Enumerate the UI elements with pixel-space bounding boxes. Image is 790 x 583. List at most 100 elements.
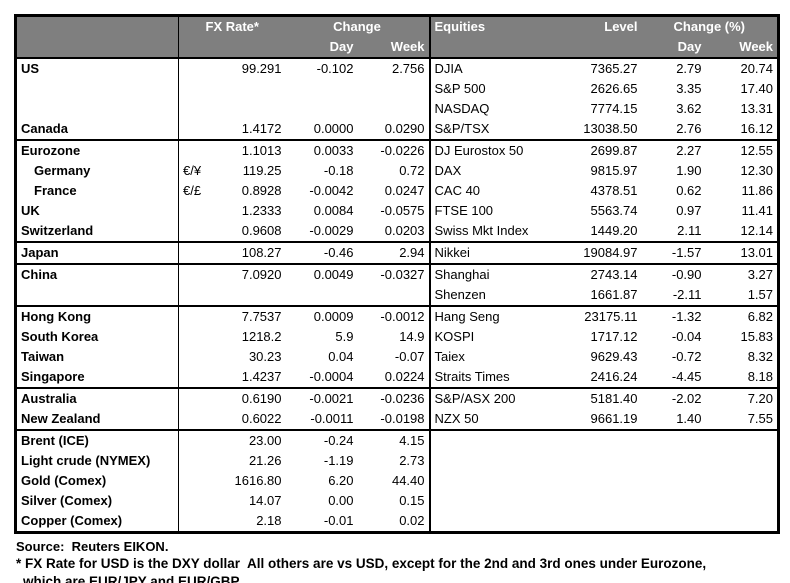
equity-day-change-cell: 2.79 xyxy=(676,61,702,76)
fx-rate-cell: 1218.2 xyxy=(241,329,282,344)
currency-pair-cell xyxy=(178,242,204,265)
equity-level-cell: 7774.15 xyxy=(590,101,638,116)
equity-day-change-cell: -1.32 xyxy=(671,309,702,324)
country-cell: Silver (Comex) xyxy=(21,493,113,508)
equity-week-change-cell: 17.40 xyxy=(740,81,774,96)
currency-pair-cell xyxy=(178,327,204,347)
table-row: China 7.0920 0.0049 -0.0327 Shanghai 274… xyxy=(16,264,779,285)
equity-week-change-cell: 6.82 xyxy=(747,309,774,324)
fx-rate-cell: 1616.80 xyxy=(234,473,282,488)
equity-level-cell xyxy=(562,451,642,471)
fx-rate-cell: 0.8928 xyxy=(241,183,282,198)
equity-name-cell xyxy=(428,451,562,471)
equity-level-cell: 1717.12 xyxy=(590,329,638,344)
equity-day-change-cell: 1.90 xyxy=(676,163,702,178)
equity-day-change-cell: 2.76 xyxy=(641,119,706,141)
equity-day-change-cell xyxy=(642,471,706,491)
fx-day-change-cell: 0.0049 xyxy=(313,267,354,282)
equity-day-change-cell: 0.97 xyxy=(676,203,702,218)
equity-name-cell xyxy=(428,471,562,491)
country-cell xyxy=(16,79,179,99)
currency-pair-cell xyxy=(178,451,204,471)
fx-rate-cell: 23.00 xyxy=(248,433,282,448)
fx-rate-cell: 108.27 xyxy=(203,242,286,265)
country-cell: Canada xyxy=(15,119,179,141)
currency-pair-cell xyxy=(178,285,204,307)
fx-rate-cell: 1.1013 xyxy=(241,143,282,158)
table-row: South Korea 1218.2 5.9 14.9 KOSPI 1717.1… xyxy=(16,327,779,347)
fx-rate-cell: 119.25 xyxy=(242,163,282,178)
equity-level-cell xyxy=(562,471,642,491)
country-cell: US xyxy=(21,61,40,76)
fx-week-change-cell: 4.15 xyxy=(399,433,425,448)
equity-day-change-cell: 3.35 xyxy=(676,81,702,96)
fx-week-change-cell: 0.0224 xyxy=(357,367,430,389)
table-row: Hong Kong 7.7537 0.0009 -0.0012 Hang Sen… xyxy=(16,306,779,327)
fx-day-change-cell xyxy=(285,285,358,307)
fx-day-change-cell: 0.0084 xyxy=(313,203,354,218)
currency-pair-cell: €/£ xyxy=(178,181,204,201)
fx-rate-cell: 1.4237 xyxy=(203,367,286,389)
equity-day-change-cell: -2.02 xyxy=(671,391,702,406)
equity-level-cell: 2699.87 xyxy=(590,143,638,158)
country-cell: New Zealand xyxy=(15,409,179,431)
market-data-table: FX Rate* Change Equities Level Change (%… xyxy=(14,14,781,534)
equity-day-change-cell: 2.11 xyxy=(641,221,706,243)
currency-pair-cell xyxy=(178,409,204,431)
currency-pair-cell xyxy=(178,119,204,141)
country-cell: Switzerland xyxy=(15,221,179,243)
country-cell: China xyxy=(21,267,58,282)
equity-week-change-cell: 8.32 xyxy=(747,349,774,364)
equity-level-cell: 7365.27 xyxy=(590,61,638,76)
table-header: FX Rate* Change Equities Level Change (%… xyxy=(15,15,779,59)
fx-week-change-cell: -0.0236 xyxy=(380,391,425,406)
fx-rate-cell: 2.18 xyxy=(256,513,282,528)
fx-rate-cell xyxy=(204,79,286,99)
equity-level-cell xyxy=(562,511,642,533)
equity-name-cell: Shanghai xyxy=(428,264,562,285)
fx-week-change-cell: 0.72 xyxy=(399,163,425,178)
table-row: Singapore 1.4237 -0.0004 0.0224 Straits … xyxy=(15,367,779,389)
country-cell: UK xyxy=(21,203,40,218)
equity-level-cell: 23175.11 xyxy=(584,309,638,324)
equity-level-cell: 1449.20 xyxy=(561,221,642,243)
fx-day-change-cell: 6.20 xyxy=(328,473,354,488)
fx-day-change-cell: 0.0009 xyxy=(313,309,354,324)
equity-name-cell: S&P 500 xyxy=(428,79,562,99)
currency-pair-cell xyxy=(178,347,204,367)
equity-name-cell xyxy=(428,511,562,533)
equity-name-cell: NZX 50 xyxy=(428,409,562,431)
equity-name-cell xyxy=(428,491,562,511)
equity-name-cell: Shenzen xyxy=(428,285,562,307)
header-level: Level xyxy=(561,15,642,37)
equity-day-change-cell: -0.04 xyxy=(671,329,702,344)
fx-day-change-cell: -0.46 xyxy=(285,242,358,265)
equity-day-change-cell xyxy=(642,491,706,511)
country-cell: Germany xyxy=(34,163,91,178)
equity-level-cell xyxy=(562,430,642,451)
country-cell: Hong Kong xyxy=(21,309,92,324)
header-eq-week: Week xyxy=(705,37,779,59)
table-row: New Zealand 0.6022 -0.0011 -0.0198 NZX 5… xyxy=(15,409,779,431)
currency-pair-cell xyxy=(178,471,204,491)
table-row: Gold (Comex) 1616.80 6.20 44.40 xyxy=(16,471,779,491)
currency-pair-cell xyxy=(178,99,204,119)
fx-week-change-cell: -0.0226 xyxy=(380,143,425,158)
table-row: Copper (Comex) 2.18 -0.01 0.02 xyxy=(16,511,779,533)
equity-week-change-cell: 16.12 xyxy=(705,119,779,141)
fx-day-change-cell: -0.0021 xyxy=(309,391,354,406)
fx-rate-footnote-line2: which are EUR/JPY and EUR/GBP. xyxy=(23,574,242,583)
fx-day-change-cell: 0.00 xyxy=(328,493,354,508)
currency-pair-cell xyxy=(178,140,204,161)
header-eq-day: Day xyxy=(641,37,706,59)
equity-week-change-cell xyxy=(706,430,779,451)
fx-rate-cell: 0.6190 xyxy=(241,391,282,406)
equity-week-change-cell xyxy=(706,451,779,471)
table-row: Japan 108.27 -0.46 2.94 Nikkei 19084.97 … xyxy=(15,242,779,265)
equity-name-cell: Straits Times xyxy=(428,367,562,389)
equity-week-change-cell: 12.14 xyxy=(705,221,779,243)
header-blank xyxy=(428,37,562,59)
equity-day-change-cell xyxy=(642,430,706,451)
equity-week-change-cell: 1.57 xyxy=(705,285,779,307)
header-fx-day: Day xyxy=(285,37,358,59)
